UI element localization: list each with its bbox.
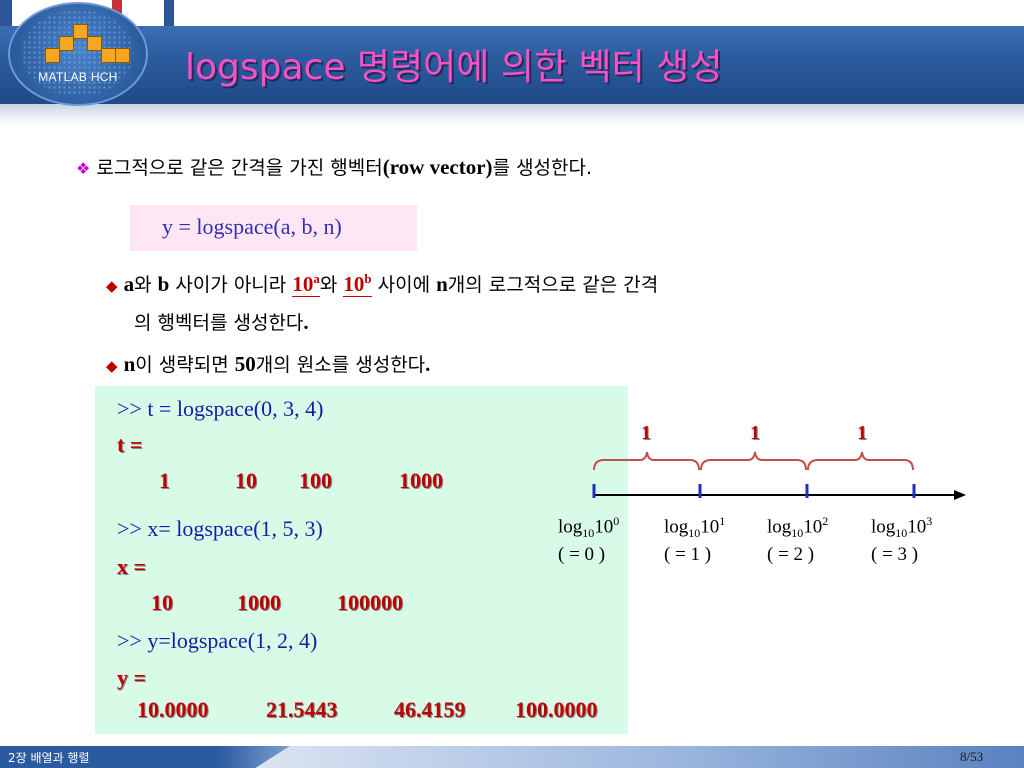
diamond-bullet-icon: ◆ — [106, 357, 118, 375]
tick-label-3: log10103 — [871, 514, 933, 541]
var-n: n — [123, 352, 136, 376]
footer-chapter-bar — [0, 746, 290, 768]
intro-text: 로그적으로 같은 간격을 가진 행벡터 — [96, 157, 383, 179]
text: . — [425, 352, 431, 376]
logo-text: MATLAB HCH — [38, 70, 118, 84]
intro-english: (row vector) — [382, 155, 493, 179]
formula: y = logspace(a, b, n) — [162, 214, 342, 239]
tick-label-0: log10100 — [558, 514, 620, 541]
brace-3 — [807, 451, 914, 471]
text: 와 — [319, 274, 344, 296]
output-row-y: 10.0000 21.5443 46.4159 100.0000 — [137, 697, 598, 722]
formula-box — [130, 205, 417, 251]
var-n: n — [436, 272, 448, 296]
header-shadow — [0, 104, 1024, 126]
stripe — [164, 0, 174, 26]
tick-label-2: log10102 — [767, 514, 829, 541]
diamond-bullet-icon: ❖ — [76, 159, 91, 178]
brace-2 — [700, 451, 807, 471]
text: 사이가 아니라 — [169, 274, 293, 296]
text: 개의 로그적으로 같은 간격 — [447, 274, 659, 296]
tick-value-3: ( = 3 ) — [871, 544, 919, 565]
page-number: 8/53 — [960, 749, 984, 764]
brace-1 — [593, 451, 700, 471]
bullet-1-line-1: ◆ a와 b 사이가 아니라 10a와 10b 사이에 n개의 로그적으로 같은… — [106, 270, 658, 297]
top-stripes — [0, 0, 1024, 26]
text: 와 — [134, 274, 158, 296]
number-line-diagram — [592, 451, 966, 500]
var-label-x: x = — [117, 554, 147, 579]
diamond-bullet-icon: ◆ — [106, 277, 118, 295]
text: 개의 원소를 생성한다 — [255, 354, 426, 376]
var-a: a — [123, 272, 135, 296]
page-title: logspace 명령어에 의한 벡터 생성 — [185, 47, 723, 88]
output-row-x: 10 1000 100000 — [151, 590, 403, 615]
gap-label-1: 1 — [641, 422, 651, 444]
stripe — [0, 0, 12, 26]
code-example-box: >> t = logspace(0, 3, 4) t = 1 10 100 1000 … — [95, 386, 628, 734]
axis-arrow-icon — [954, 490, 966, 500]
default-count: 50 — [234, 352, 256, 376]
text: 사이에 — [371, 274, 437, 296]
intro-line: ❖ 로그적으로 같은 간격을 가진 행벡터(row vector)를 생성한다. — [76, 153, 592, 180]
bullet-1-line-2: 의 행벡터를 생성한다. — [134, 308, 309, 335]
tick-value-0: ( = 0 ) — [558, 544, 606, 565]
footer-bar — [230, 746, 1024, 768]
gap-label-2: 1 — [750, 422, 760, 444]
text: . — [303, 310, 309, 334]
command-3: >> y=logspace(1, 2, 4) — [117, 628, 318, 653]
var-label-t: t = — [117, 432, 143, 457]
text: 이 생략되면 — [135, 354, 235, 376]
tick-value-2: ( = 2 ) — [767, 544, 815, 565]
power-10-a: 10a — [292, 271, 320, 297]
header-band — [0, 26, 1024, 104]
power-10-b: 10b — [343, 271, 372, 297]
bullet-2: ◆ n이 생략되면 50개의 원소를 생성한다. — [106, 350, 430, 377]
gap-label-3: 1 — [857, 422, 867, 444]
command-1: >> t = logspace(0, 3, 4) — [117, 396, 324, 421]
tick-label-1: log10101 — [664, 514, 726, 541]
logo-blocks-icon — [0, 0, 160, 110]
text: 의 행벡터를 생성한다 — [134, 312, 304, 334]
tick-value-1: ( = 1 ) — [664, 544, 712, 565]
footer-chapter: 2장 배열과 행렬 — [8, 751, 90, 765]
var-b: b — [157, 272, 170, 296]
var-label-y: y = — [117, 665, 147, 690]
command-2: >> x= logspace(1, 5, 3) — [117, 516, 323, 541]
intro-end: 를 생성한다. — [492, 157, 593, 179]
output-row-t: 1 10 100 1000 — [159, 468, 443, 493]
